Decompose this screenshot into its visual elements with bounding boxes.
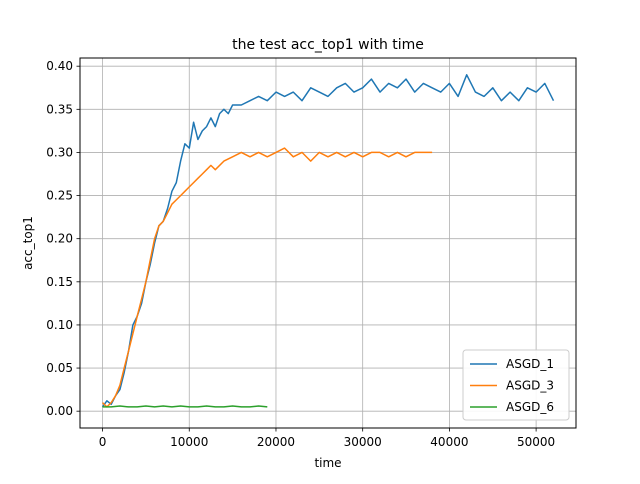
plot-frame: [79, 57, 577, 429]
x-tick-label: 40000: [430, 435, 468, 449]
legend-label: ASGD_6: [506, 400, 554, 414]
series-line-asgd-1: [101, 74, 555, 408]
x-tick-label: 10000: [170, 435, 208, 449]
chart-title: the test acc_top1 with time: [232, 37, 424, 53]
x-tick-label: 0: [99, 435, 107, 449]
legend: ASGD_1 ASGD_3 ASGD_6: [462, 349, 570, 421]
x-axis-label: time: [314, 456, 341, 470]
series-line-asgd-6: [102, 405, 268, 408]
y-tick-label: 0.05: [46, 361, 73, 375]
x-tick-label: 50000: [517, 435, 555, 449]
legend-label: ASGD_1: [506, 357, 554, 371]
x-tick-label: 20000: [257, 435, 295, 449]
y-tick-label: 0.00: [46, 404, 73, 418]
legend-label: ASGD_3: [506, 379, 554, 393]
legend-box: [462, 349, 570, 421]
y-tick-label: 0.30: [46, 145, 73, 159]
tick-layer: 0 10000 20000 30000 40000 50000 0.00 0.05 0.10 0.…: [46, 59, 555, 449]
y-tick-label: 0.10: [46, 318, 73, 332]
x-tick-label: 30000: [344, 435, 382, 449]
y-tick-label: 0.35: [46, 102, 73, 116]
series-layer: [101, 74, 555, 408]
y-tick-label: 0.40: [46, 59, 73, 73]
series-line-asgd-3: [101, 147, 433, 408]
y-tick-label: 0.20: [46, 232, 73, 246]
y-tick-label: 0.15: [46, 275, 73, 289]
y-axis-label: acc_top1: [21, 216, 35, 270]
y-tick-label: 0.25: [46, 189, 73, 203]
